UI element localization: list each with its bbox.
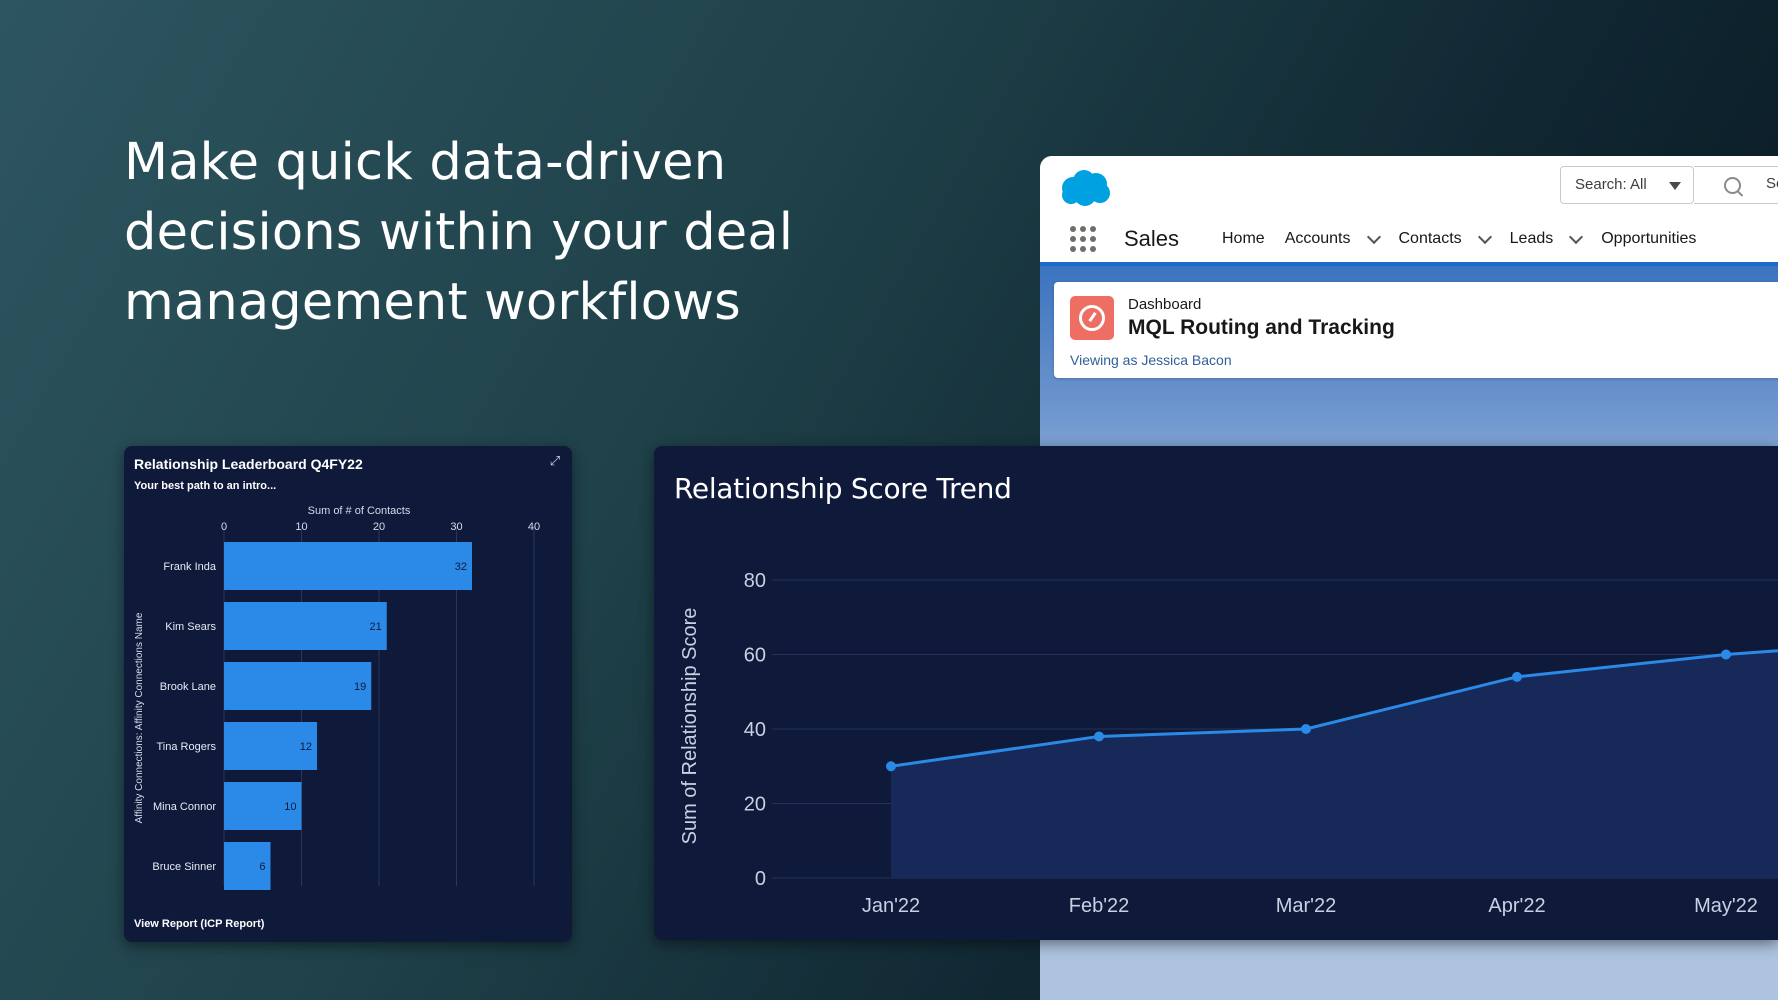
search-input[interactable]: Se — [1694, 166, 1778, 204]
bar — [224, 842, 271, 890]
app-launcher-icon[interactable] — [1070, 226, 1096, 252]
trend-panel: Relationship Score Trend 0 20 40 60 80 Jan'22… — [654, 446, 1778, 940]
trend-chart: 0 20 40 60 80 Jan'22 Feb'22 Mar'22 Apr'22 May'22 S… — [679, 570, 1778, 917]
y-axis-label: Sum of Relationship Score — [679, 608, 701, 845]
app-name: Sales — [1124, 226, 1180, 251]
data-label: 21 — [370, 621, 382, 633]
series-area — [891, 650, 1778, 878]
salesforce-cloud-icon[interactable] — [1058, 168, 1112, 208]
data-point — [1094, 731, 1104, 742]
headline-line-3: management workflows — [124, 273, 741, 332]
data-label: 10 — [284, 801, 296, 813]
x-tick-label: Jan'22 — [862, 895, 920, 917]
nav-item-leads[interactable]: Leads — [1510, 229, 1584, 248]
leaderboard-subtitle: Your best path to an intro... — [134, 480, 277, 492]
bar — [224, 542, 472, 590]
search-scope-label: Search: All — [1575, 176, 1647, 193]
x-tick-label: 10 — [295, 521, 307, 533]
view-report-link[interactable]: View Report (ICP Report) — [134, 918, 265, 930]
category-label: Mina Connor — [153, 801, 216, 813]
viewing-as-link[interactable]: Viewing as Jessica Bacon — [1070, 352, 1232, 368]
data-label: 32 — [455, 561, 467, 573]
x-tick-label: Apr'22 — [1488, 895, 1545, 917]
x-tick-label: 0 — [221, 521, 227, 533]
bar — [224, 662, 372, 710]
y-tick-label: 80 — [744, 570, 766, 592]
nav-bar: Home Accounts Contacts Leads Opportuniti… — [1222, 229, 1716, 248]
nav-item-contacts[interactable]: Contacts — [1399, 229, 1492, 248]
category-label: Frank Inda — [163, 561, 216, 573]
category-label: Tina Rogers — [156, 741, 216, 753]
y-tick-label: 60 — [744, 645, 766, 667]
search-scope-dropdown[interactable]: Search: All — [1560, 166, 1694, 204]
bar — [224, 782, 302, 830]
data-label: 12 — [300, 741, 312, 753]
x-axis-label: Sum of # of Contacts — [308, 505, 411, 517]
x-tick-label: 30 — [450, 521, 462, 533]
y-tick-label: 0 — [755, 868, 766, 890]
bar — [224, 602, 387, 650]
leaderboard-title: Relationship Leaderboard Q4FY22 — [134, 456, 363, 472]
x-tick-label: 20 — [373, 521, 385, 533]
data-point — [1721, 649, 1731, 660]
nav-underline — [1040, 262, 1778, 266]
nav-item-accounts[interactable]: Accounts — [1285, 229, 1381, 248]
category-label: Bruce Sinner — [152, 861, 216, 873]
chevron-down-icon[interactable] — [1569, 229, 1584, 244]
bar — [224, 722, 317, 770]
data-point — [1512, 671, 1522, 682]
category-label: Brook Lane — [160, 681, 216, 693]
y-tick-label: 20 — [744, 794, 766, 816]
series-line — [890, 649, 1778, 768]
dashboard-title: MQL Routing and Tracking — [1128, 316, 1395, 339]
nav-item-opportunities[interactable]: Opportunities — [1601, 230, 1697, 247]
headline-line-1: Make quick data-driven — [124, 133, 727, 192]
expand-icon[interactable]: ⤢ — [549, 453, 561, 468]
y-tick-label: 40 — [744, 719, 766, 741]
trend-title: Relationship Score Trend — [674, 472, 1012, 505]
x-tick-label: Mar'22 — [1276, 895, 1337, 917]
nav-item-home[interactable]: Home — [1222, 230, 1265, 247]
dashboard-gauge-icon — [1070, 296, 1114, 340]
leaderboard-panel: Relationship Leaderboard Q4FY22 Your bes… — [124, 446, 572, 942]
dashboard-kicker: Dashboard — [1128, 296, 1202, 313]
chevron-down-icon[interactable] — [1477, 229, 1492, 244]
leaderboard-chart: Sum of # of Contacts 0 10 20 30 40 Frank Inda 3… — [134, 505, 540, 890]
y-axis-label: Affinity Connections: Affinity Connectio… — [134, 612, 145, 823]
category-label: Kim Sears — [165, 621, 216, 633]
salesforce-header: Search: All Se Sales Home Accounts Conta… — [1040, 156, 1778, 262]
dashboard-header-card: Dashboard MQL Routing and Tracking Viewi… — [1054, 282, 1778, 378]
search-placeholder: Se — [1766, 175, 1778, 192]
headline-line-2: decisions within your deal — [124, 203, 794, 262]
data-label: 19 — [354, 681, 366, 693]
x-tick-label: 40 — [528, 521, 540, 533]
headline: Make quick data-driven decisions within … — [124, 128, 844, 338]
data-point — [886, 761, 896, 772]
caret-down-icon — [1669, 182, 1681, 190]
data-label: 6 — [259, 861, 265, 873]
x-tick-label: Feb'22 — [1069, 895, 1130, 917]
data-point — [1301, 724, 1311, 734]
x-tick-label: May'22 — [1694, 895, 1758, 917]
chevron-down-icon[interactable] — [1366, 229, 1381, 244]
search-icon — [1724, 177, 1741, 194]
